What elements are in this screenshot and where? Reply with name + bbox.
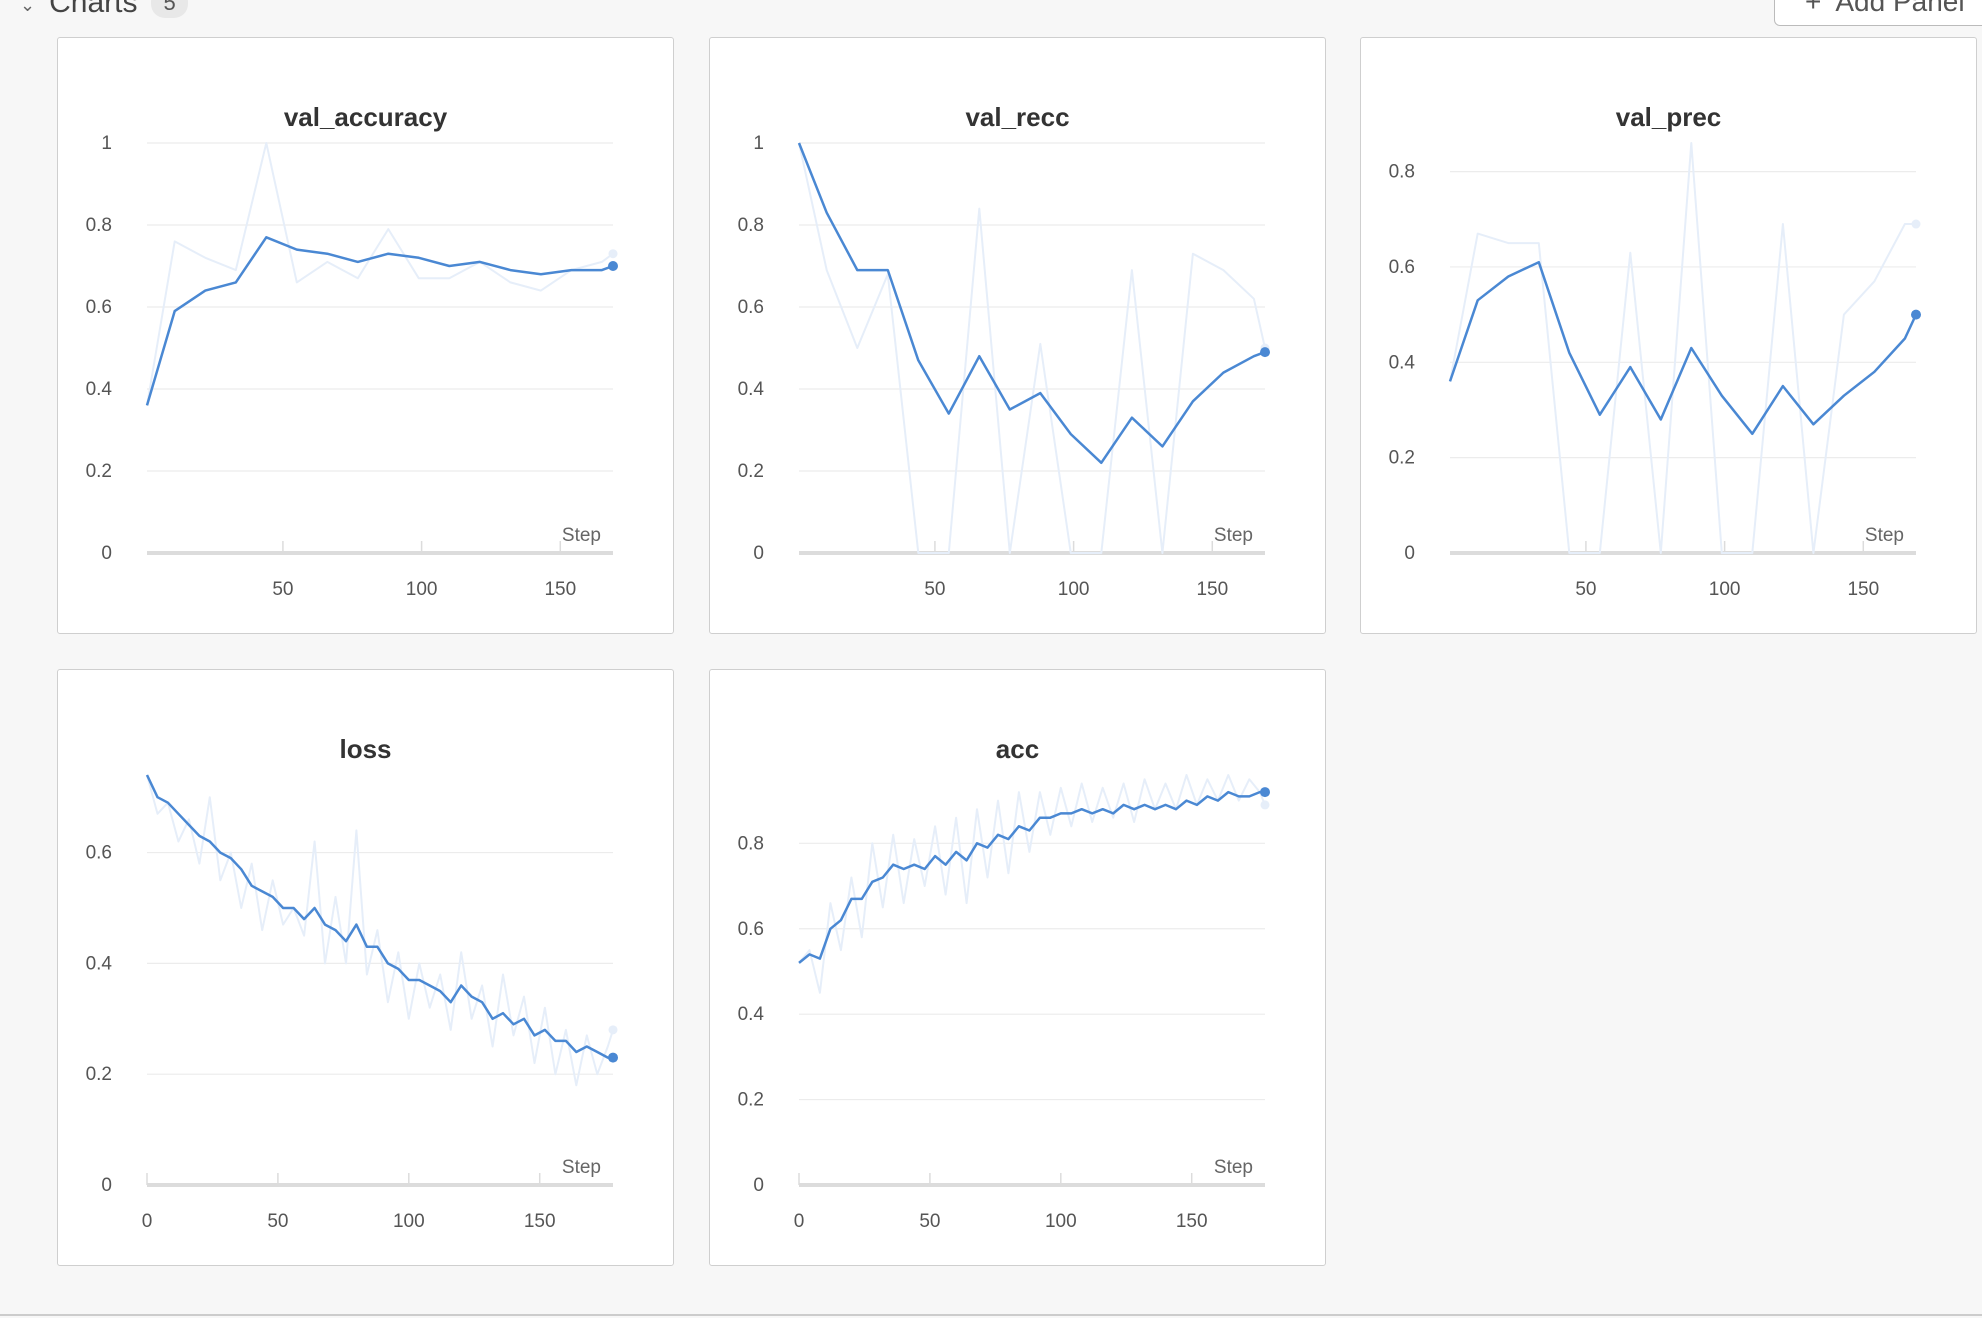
x-tick-label: 50	[267, 1211, 288, 1232]
y-tick-label: 0.6	[1389, 257, 1415, 278]
y-tick-label: 0.2	[86, 461, 112, 482]
chart-svg: 0 0.2 0.4 0.6 0.8 0 50 100 150 Step	[738, 774, 1270, 1232]
chart-svg: 0 0.2 0.4 0.6 0 50 100 150 Step	[86, 774, 618, 1232]
x-tick-label: 100	[406, 579, 438, 600]
y-tick-label: 0.6	[86, 297, 112, 318]
smoothed-series-line	[797, 142, 1266, 465]
chart-title: val_prec	[1615, 102, 1722, 132]
chart-panel-acc[interactable]: acc 0 0.2 0.4 0.6 0.8 0 50 100 150 Step	[709, 669, 1326, 1266]
x-axis-label: Step	[562, 1157, 601, 1178]
y-tick-label: 0	[753, 543, 764, 564]
section-title: Charts	[49, 0, 138, 19]
add-panel-button[interactable]: + Add Panel	[1774, 0, 1982, 26]
x-axis-label: Step	[1214, 1157, 1253, 1178]
y-tick-label: 0.8	[1389, 162, 1415, 183]
x-tick-label: 0	[794, 1211, 805, 1232]
x-axis-label: Step	[1865, 525, 1904, 546]
raw-series-line	[798, 774, 1266, 994]
y-tick-label: 1	[101, 133, 112, 154]
add-panel-label: Add Panel	[1835, 0, 1965, 17]
chevron-down-icon[interactable]: ⌄	[20, 0, 36, 15]
chart-title: val_recc	[965, 102, 1070, 132]
raw-series-line	[146, 774, 614, 1087]
raw-series-line	[798, 142, 1266, 554]
y-tick-label: 1	[753, 133, 764, 154]
x-tick-label: 150	[1196, 579, 1228, 600]
x-tick-label: 100	[1045, 1211, 1077, 1232]
y-tick-label: 0.2	[86, 1064, 112, 1085]
chart-title: acc	[995, 734, 1040, 764]
y-tick-label: 0	[101, 543, 112, 564]
raw-series-end-point	[608, 1025, 618, 1035]
y-tick-label: 0	[101, 1175, 112, 1196]
y-tick-label: 0.2	[738, 461, 764, 482]
x-tick-label: 100	[393, 1211, 425, 1232]
x-tick-label: 50	[924, 579, 945, 600]
y-tick-label: 0	[753, 1175, 764, 1196]
chart-panel-val-prec[interactable]: val_prec 0 0.2 0.4 0.6 0.8 50 100 150 Step	[1360, 37, 1977, 634]
smoothed-series-end-point	[1260, 347, 1270, 358]
x-tick-label: 150	[524, 1211, 556, 1232]
section-header[interactable]: ⌄ Charts 5	[20, 0, 188, 20]
smoothed-series-end-point	[608, 261, 618, 271]
y-tick-label: 0.8	[86, 215, 112, 236]
smoothed-series-end-point	[1260, 787, 1270, 798]
x-tick-label: 100	[1058, 579, 1090, 600]
plus-icon: +	[1805, 0, 1822, 17]
chart-title: loss	[339, 734, 392, 764]
smoothed-series-line	[145, 236, 614, 406]
chart-title: val_accuracy	[283, 102, 448, 132]
y-tick-label: 0.4	[738, 379, 765, 400]
chart-panel-loss[interactable]: loss 0 0.2 0.4 0.6 0 50 100 150 Step	[57, 669, 674, 1266]
y-tick-label: 0.6	[738, 919, 764, 940]
smoothed-series-end-point	[1911, 309, 1921, 320]
x-axis-label: Step	[562, 525, 601, 546]
smoothed-series-end-point	[608, 1052, 618, 1063]
y-tick-label: 0.2	[738, 1090, 764, 1111]
x-tick-label: 150	[544, 579, 576, 600]
raw-series-end-point	[1911, 219, 1921, 229]
panel-count-badge: 5	[151, 0, 188, 18]
x-tick-label: 100	[1709, 579, 1741, 600]
chart-panel-val-recc[interactable]: val_recc 0 0.2 0.4 0.6 0.8 1 50 100 150 Step	[709, 37, 1326, 634]
bottom-divider	[0, 1314, 1982, 1316]
x-axis-label: Step	[1214, 525, 1253, 546]
raw-series-line	[146, 142, 614, 406]
smoothed-series-line	[798, 790, 1265, 964]
y-tick-label: 0	[1404, 543, 1415, 564]
chart-svg: 0 0.2 0.4 0.6 0.8 50 100 150 Step	[1389, 142, 1921, 600]
chart-panel-val-accuracy[interactable]: val_accuracy 0 0.2 0.4 0.6 0.8 1 50 100 150 Step	[57, 37, 674, 634]
y-tick-label: 0.6	[738, 297, 764, 318]
x-tick-label: 50	[272, 579, 293, 600]
y-tick-label: 0.4	[86, 953, 113, 974]
y-tick-label: 0.8	[738, 833, 764, 854]
smoothed-series-line	[145, 774, 613, 1059]
raw-series-line	[1449, 142, 1916, 554]
y-tick-label: 0.6	[86, 843, 112, 864]
y-tick-label: 0.4	[738, 1004, 765, 1025]
y-tick-label: 0.4	[86, 379, 113, 400]
x-tick-label: 0	[142, 1211, 153, 1232]
y-tick-label: 0.8	[738, 215, 764, 236]
y-tick-label: 0.2	[1389, 448, 1415, 469]
x-tick-label: 50	[919, 1211, 940, 1232]
x-tick-label: 50	[1575, 579, 1596, 600]
smoothed-series-line	[1448, 260, 1918, 436]
x-tick-label: 150	[1847, 579, 1879, 600]
raw-series-end-point	[1260, 800, 1270, 810]
x-tick-label: 150	[1176, 1211, 1208, 1232]
raw-series-end-point	[608, 249, 618, 259]
y-tick-label: 0.4	[1389, 352, 1416, 373]
